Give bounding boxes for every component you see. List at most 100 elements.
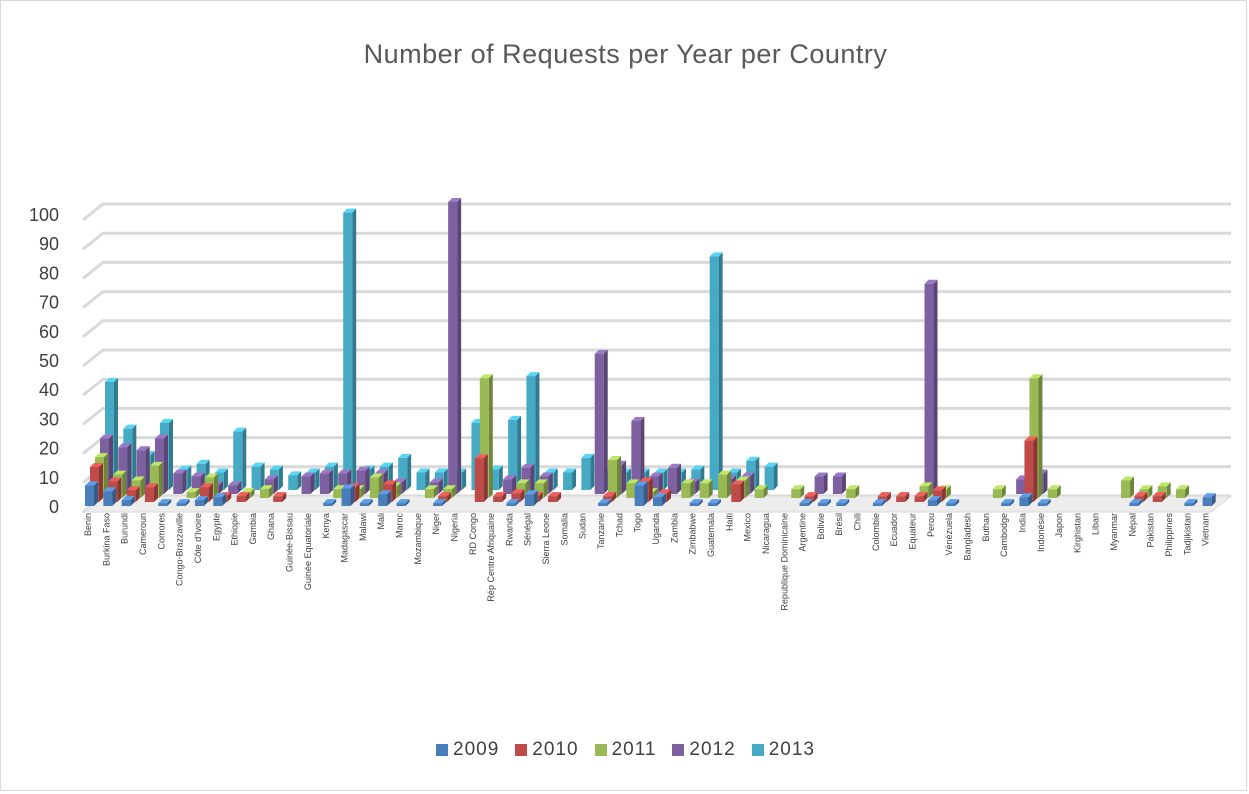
bar-side bbox=[512, 475, 517, 494]
bar-top bbox=[338, 469, 352, 474]
legend-item-2012: 2012 bbox=[672, 739, 735, 761]
bar-top bbox=[727, 468, 741, 473]
bar-side bbox=[515, 499, 520, 506]
bar: 2011 Sénégal: 5 bbox=[534, 483, 544, 498]
bar-top bbox=[736, 476, 750, 481]
bar-top bbox=[919, 482, 933, 487]
x-tick-label: Maroc bbox=[394, 513, 404, 539]
bar: 2010 Sierra Leone: 2 bbox=[548, 496, 558, 502]
bar-side bbox=[662, 493, 666, 506]
bar-top bbox=[178, 465, 192, 470]
bar-side bbox=[773, 462, 778, 490]
bar-top bbox=[594, 349, 608, 354]
bar-top bbox=[228, 481, 242, 486]
bar-top bbox=[85, 481, 98, 486]
legend-item-2013: 2013 bbox=[751, 739, 815, 761]
bar-top bbox=[154, 434, 168, 439]
x-tick-label: Comores bbox=[156, 513, 166, 550]
bar: 2009 Tadjikistan: 1 bbox=[1184, 503, 1194, 506]
bar: 2009 Mali: 4 bbox=[378, 494, 388, 506]
bar-side bbox=[457, 198, 462, 494]
y-tick-label: 70 bbox=[39, 293, 59, 313]
bar-top bbox=[233, 427, 247, 432]
bar-top bbox=[846, 485, 860, 490]
bar-side bbox=[607, 499, 612, 506]
gridline bbox=[82, 406, 1231, 426]
x-tick-label: Malawi bbox=[358, 513, 368, 541]
bar-side bbox=[841, 472, 846, 494]
bar-side bbox=[1033, 436, 1038, 502]
bar: 2012 Comores: 7 bbox=[173, 473, 183, 494]
bar: 2013 Rwanda: 39 bbox=[526, 376, 536, 490]
bar-side bbox=[94, 481, 98, 506]
bar-top bbox=[493, 492, 507, 497]
bar-top bbox=[269, 465, 283, 470]
bar-side bbox=[195, 488, 200, 498]
bar: 2011 Malawi: 7 bbox=[369, 477, 379, 498]
bar-top bbox=[521, 463, 535, 468]
bar: 2011 Brésil: 3 bbox=[846, 489, 856, 498]
chart-title: Number of Requests per Year per Country bbox=[363, 39, 888, 69]
bar-side bbox=[750, 472, 755, 494]
bar-top bbox=[1134, 492, 1148, 497]
bar: 2009 Perou: 2 bbox=[927, 500, 937, 506]
bar-side bbox=[886, 492, 891, 502]
bar-top bbox=[434, 468, 448, 473]
y-tick-label: 60 bbox=[39, 322, 59, 342]
bar-side bbox=[557, 492, 562, 502]
bar: 2012 Equateur: 72 bbox=[924, 283, 934, 494]
bar-side bbox=[1161, 492, 1166, 502]
x-tick-label: Népal bbox=[1127, 513, 1137, 537]
x-tick-label: India bbox=[1017, 513, 1027, 533]
legend: 2009 2010 2011 2012 2013 bbox=[1, 739, 1249, 761]
bar-top bbox=[1176, 485, 1190, 490]
x-tick-label: Vénézuela bbox=[944, 513, 954, 556]
bar-top bbox=[359, 499, 373, 504]
bar-top bbox=[113, 470, 127, 475]
x-tick-label: Rép Centre Afriquaine bbox=[486, 513, 496, 602]
legend-item-2009: 2009 bbox=[436, 739, 499, 761]
bar-top bbox=[398, 453, 412, 458]
x-tick-label: Togo bbox=[633, 513, 643, 533]
bar: 2012 Guinée Equatoriale: 7 bbox=[319, 473, 329, 494]
bar-top bbox=[159, 418, 173, 423]
y-tick-label: 30 bbox=[39, 409, 59, 429]
bar-top bbox=[626, 479, 640, 484]
bar: 2013 Egypte: 20 bbox=[233, 431, 243, 490]
bar-top bbox=[204, 473, 218, 478]
x-tick-label: Nicaragua bbox=[761, 513, 771, 554]
bar-side bbox=[603, 349, 608, 494]
x-tick-label: Gambia bbox=[248, 513, 258, 545]
bar-top bbox=[396, 499, 410, 504]
bar-side bbox=[800, 485, 805, 498]
bar-side bbox=[368, 499, 373, 506]
bar-side bbox=[112, 487, 117, 506]
bar: 2011 Buthan: 3 bbox=[992, 489, 1002, 498]
bar: 2009 Maroc: 1 bbox=[396, 503, 406, 506]
bar-top bbox=[932, 486, 946, 491]
bar: 2011 Mozambique: 3 bbox=[424, 489, 434, 498]
bar: 2011 Philippines: 3 bbox=[1176, 489, 1186, 498]
gridline bbox=[82, 436, 1231, 455]
legend-swatch bbox=[751, 744, 764, 756]
bar-side bbox=[104, 453, 108, 498]
bar: 2009 Comores: 1 bbox=[158, 503, 168, 506]
bar: 2011 Republique Dominicaine: 3 bbox=[791, 489, 801, 498]
bar-side bbox=[808, 499, 813, 506]
bar-side bbox=[452, 485, 457, 498]
bar-side bbox=[663, 468, 668, 490]
bar-top bbox=[176, 499, 190, 504]
x-tick-label: Tchad bbox=[614, 513, 624, 537]
bar-top bbox=[191, 472, 205, 477]
bar-side bbox=[826, 499, 831, 506]
bar-side bbox=[1046, 499, 1051, 506]
bar-side bbox=[237, 481, 242, 494]
bar-side bbox=[488, 374, 493, 498]
bar-side bbox=[1166, 482, 1171, 498]
bar-top bbox=[288, 471, 302, 476]
bar-side bbox=[946, 485, 951, 498]
bar-side bbox=[690, 479, 695, 498]
bar-top bbox=[251, 462, 265, 467]
gridline bbox=[82, 319, 1231, 338]
bar-side bbox=[158, 461, 163, 498]
